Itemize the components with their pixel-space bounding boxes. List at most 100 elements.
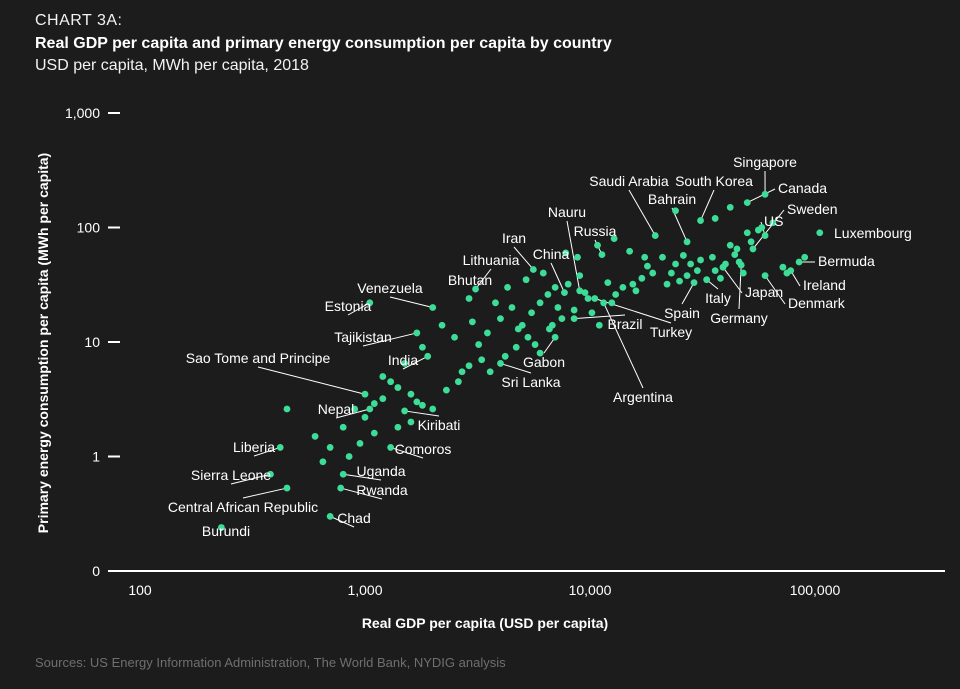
data-point — [743, 229, 751, 237]
data-point — [283, 405, 291, 413]
data-point — [429, 405, 437, 413]
data-point-sri-lanka — [497, 360, 504, 367]
data-point — [486, 368, 494, 376]
data-point — [801, 253, 809, 261]
data-point — [361, 413, 369, 421]
point-label-central-african-republic: Central African Republic — [168, 499, 318, 515]
point-label-bermuda: Bermuda — [818, 253, 875, 269]
data-point-saudi-arabia — [651, 232, 659, 239]
data-point-china — [561, 289, 568, 297]
point-label-bhutan: Bhutan — [448, 272, 492, 288]
data-point — [442, 386, 450, 394]
data-point-sao-tome-and-principe — [361, 390, 369, 398]
data-point-bhutan — [465, 295, 473, 302]
data-point — [551, 283, 559, 291]
data-point — [465, 362, 473, 370]
leader-line-chad — [329, 515, 355, 528]
data-point-sierra-leone — [267, 470, 274, 478]
data-point — [779, 263, 787, 271]
data-point — [659, 253, 666, 261]
point-label-estonia: Estonia — [325, 298, 372, 314]
source-note: Sources: US Energy Information Administr… — [35, 655, 506, 670]
data-point — [739, 269, 747, 277]
point-label-kiribati: Kiribati — [418, 417, 461, 433]
data-point — [531, 341, 539, 348]
data-point-luxembourg — [816, 229, 824, 237]
data-point — [356, 440, 364, 447]
data-point-nepal — [366, 405, 374, 413]
data-point — [539, 269, 547, 277]
data-point-us — [761, 232, 769, 239]
data-point — [711, 215, 719, 222]
point-label-ireland: Ireland — [803, 277, 846, 293]
data-point-russia — [598, 251, 606, 258]
data-point — [562, 249, 570, 257]
leader-line-uganda — [343, 473, 382, 481]
data-point — [564, 280, 572, 288]
leader-line-south-korea — [700, 189, 715, 221]
leader-line-comoros — [390, 446, 424, 459]
data-point — [512, 343, 520, 351]
data-point-singapore — [761, 190, 769, 198]
leader-line-iran — [513, 246, 534, 270]
data-point — [419, 401, 426, 409]
point-label-liberia: Liberia — [233, 439, 275, 455]
data-points — [217, 190, 824, 531]
data-point — [413, 398, 421, 406]
x-tick-label: 100 — [128, 582, 152, 598]
data-point — [612, 291, 620, 298]
data-point-bermuda — [795, 258, 803, 266]
data-point — [554, 304, 562, 311]
data-point — [475, 341, 483, 348]
point-label-saudi-arabia: Saudi Arabia — [589, 173, 669, 189]
point-label-iran: Iran — [502, 230, 526, 246]
data-point — [454, 378, 462, 386]
leader-line-sri-lanka — [500, 362, 532, 374]
point-label-nepal: Nepal — [318, 401, 355, 417]
data-point — [676, 277, 683, 285]
data-point-burundi — [217, 524, 225, 531]
data-point-canada — [743, 199, 751, 206]
point-label-spain: Spain — [664, 305, 700, 321]
data-point — [574, 253, 581, 261]
point-label-argentina: Argentina — [613, 389, 673, 405]
data-point — [629, 280, 637, 288]
point-label-chad: Chad — [337, 510, 370, 526]
data-point — [697, 256, 704, 264]
data-point — [548, 321, 556, 329]
chart-subtitle: USD per capita, MWh per capita, 2018 — [35, 57, 309, 74]
leader-line-denmark — [764, 275, 786, 305]
data-point — [693, 267, 701, 275]
data-point — [570, 306, 578, 314]
data-point — [667, 269, 675, 277]
data-point-venezuela — [429, 304, 437, 311]
point-label-south-korea: South Korea — [675, 173, 753, 189]
data-point — [438, 321, 446, 329]
data-point — [514, 325, 522, 333]
data-point — [536, 349, 544, 357]
data-point-estonia — [366, 299, 374, 307]
leader-line-central-african-republic — [242, 487, 288, 499]
data-point — [379, 373, 387, 380]
data-point — [370, 400, 378, 407]
leader-line-sao-tome-and-principe — [257, 366, 366, 395]
data-point-turkey — [591, 295, 599, 302]
data-point — [576, 272, 584, 280]
leader-line-spain — [681, 282, 695, 305]
point-label-lithuania: Lithuania — [463, 252, 520, 268]
data-point — [594, 241, 601, 249]
point-label-gabon: Gabon — [523, 354, 565, 370]
data-point — [711, 267, 719, 275]
y-axis-label: Primary energy consumption per capita (M… — [35, 153, 51, 533]
data-point — [709, 253, 716, 261]
data-point-brazil — [570, 315, 578, 323]
point-labels: Singapore Saudi Arabia South Korea Bahrain C… — [168, 154, 912, 539]
data-point — [451, 333, 458, 341]
data-point — [731, 251, 739, 258]
data-point-iran — [529, 266, 537, 273]
data-point-italy — [703, 276, 711, 284]
data-point — [504, 283, 511, 291]
x-tick-label: 100,000 — [790, 582, 841, 598]
leader-line-china — [550, 262, 565, 293]
